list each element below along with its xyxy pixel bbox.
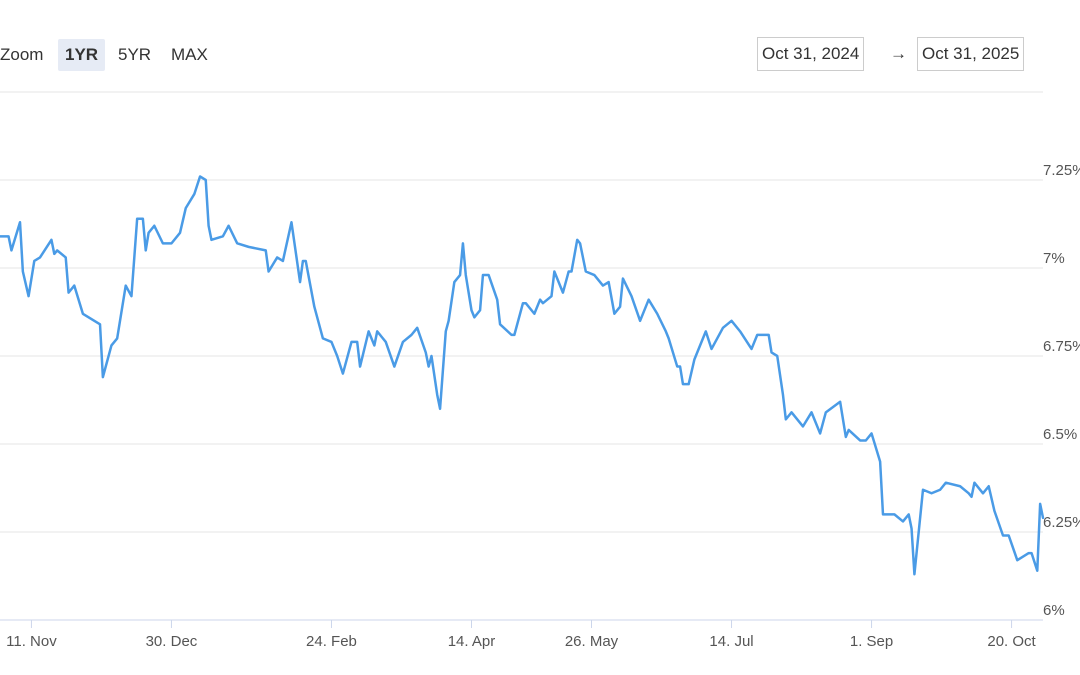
y-tick-label: 6.25%: [1043, 514, 1080, 531]
y-tick-label: 7%: [1043, 250, 1065, 267]
y-tick-label: 6.5%: [1043, 426, 1077, 443]
range-separator: →: [890, 44, 907, 63]
x-tick-label: 11. Nov: [6, 633, 57, 650]
zoom-button[interactable]: 1YR: [58, 39, 106, 71]
x-tick-label: 14. Jul: [709, 633, 753, 650]
x-tick-label: 20. Oct: [987, 633, 1036, 650]
date-to[interactable]: Oct 31, 2025: [917, 37, 1025, 71]
date-from[interactable]: Oct 31, 2024: [757, 37, 865, 71]
y-tick-label: 6%: [1043, 602, 1065, 619]
data-line: [0, 175, 1045, 576]
x-tick-label: 26. May: [565, 633, 619, 650]
x-tick-label: 14. Apr: [448, 633, 496, 650]
y-tick-label: 7.25%: [1043, 162, 1080, 179]
y-tick-label: 6.75%: [1043, 338, 1080, 355]
x-tick-label: 24. Feb: [306, 633, 357, 650]
x-tick-label: 30. Dec: [146, 633, 198, 650]
zoom-label: Zoom: [0, 45, 44, 64]
zoom-button[interactable]: MAX: [171, 45, 208, 64]
zoom-button[interactable]: 5YR: [118, 45, 152, 64]
x-tick-label: 1. Sep: [850, 633, 893, 650]
